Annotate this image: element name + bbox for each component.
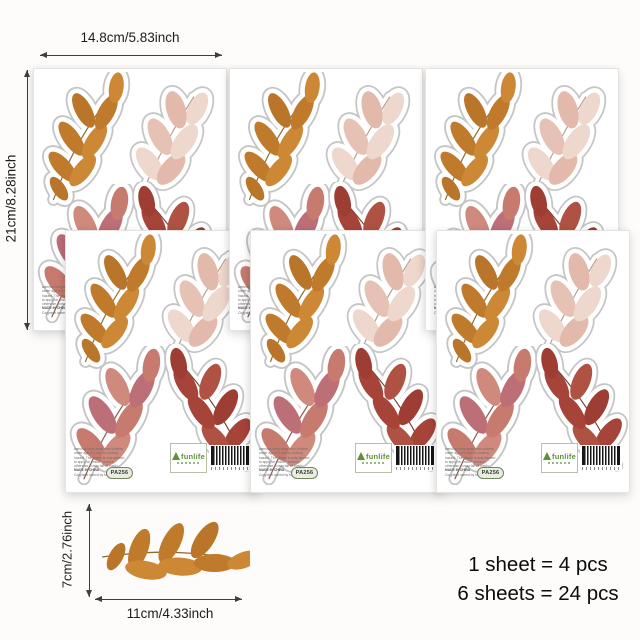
- logo-subline: [361, 462, 386, 465]
- sticker-sheet: warning: keep away from children under a…: [250, 230, 444, 493]
- barcode-digits: [211, 467, 249, 470]
- brand-name: funlife: [181, 451, 205, 461]
- barcode-digits: [582, 467, 620, 470]
- sku-badge: PA256: [291, 467, 318, 479]
- leaf-height-label: 7cm/2.76inch: [59, 510, 75, 589]
- barcode: [209, 445, 251, 471]
- pack-count-line: 6 sheets = 24 pcs: [457, 581, 619, 605]
- funlife-logo: funlife: [355, 443, 392, 473]
- rust-leaf-sticker: [529, 340, 632, 478]
- blush-leaf-sticker: [338, 235, 443, 372]
- barcode: [580, 445, 622, 471]
- logo-subline: [547, 462, 572, 465]
- rose-leaf-sticker: [440, 346, 543, 485]
- orange-leaf-sticker: [431, 72, 531, 208]
- brand-name: funlife: [552, 451, 576, 461]
- sheet-width-label: 14.8cm/5.83inch: [80, 30, 180, 45]
- blush-leaf-sticker: [524, 235, 629, 372]
- triangle-logo-icon: [357, 452, 366, 461]
- barcode: [394, 445, 436, 471]
- orange-leaf-sticker: [256, 234, 356, 370]
- orange-leaf-sticker: [39, 72, 139, 208]
- blush-leaf-sticker: [121, 73, 226, 210]
- sheet-width-arrow: [40, 51, 222, 58]
- leaf-width-label: 11cm/4.33inch: [126, 606, 214, 621]
- barcode-bars: [396, 446, 434, 465]
- sku-badge: PA256: [477, 467, 504, 479]
- orange-leaf-sticker: [235, 72, 335, 208]
- warning-text: warning: keep away from children under a…: [259, 447, 310, 477]
- sticker-sheet: warning: keep away from children under a…: [436, 230, 630, 493]
- orange-leaf-sticker: [442, 234, 542, 370]
- triangle-logo-icon: [543, 452, 552, 461]
- warning-text: warning: keep away from children under a…: [445, 447, 496, 477]
- barcode-digits: [396, 467, 434, 470]
- orange-leaf-sticker: [71, 234, 171, 370]
- barcode-bars: [582, 446, 620, 465]
- blush-leaf-sticker: [317, 73, 422, 210]
- sku-badge: PA256: [106, 467, 133, 479]
- rose-leaf-sticker: [69, 346, 172, 485]
- sheet-height-arrow: [23, 70, 30, 330]
- rust-leaf-sticker: [158, 340, 261, 478]
- sample-leaf-branch: [95, 492, 250, 607]
- triangle-logo-icon: [172, 452, 181, 461]
- funlife-logo: funlife: [541, 443, 578, 473]
- sheet-height-label: 21cm/8.28inch: [3, 154, 19, 243]
- sheet-count-line: 1 sheet = 4 pcs: [468, 553, 608, 576]
- rose-leaf-sticker: [254, 346, 357, 485]
- funlife-logo: funlife: [170, 443, 207, 473]
- sticker-sheet: warning: keep away from children under a…: [65, 230, 259, 493]
- pack-counts: 1 sheet = 4 pcs 6 sheets = 24 pcs: [438, 551, 638, 608]
- leaf-width-arrow: [95, 595, 242, 602]
- blush-leaf-sticker: [513, 73, 618, 210]
- warning-text: warning: keep away from children under a…: [74, 447, 125, 477]
- logo-subline: [176, 462, 201, 465]
- barcode-bars: [211, 446, 249, 465]
- leaf-height-arrow: [85, 504, 92, 597]
- brand-name: funlife: [366, 451, 390, 461]
- rust-leaf-sticker: [343, 340, 446, 478]
